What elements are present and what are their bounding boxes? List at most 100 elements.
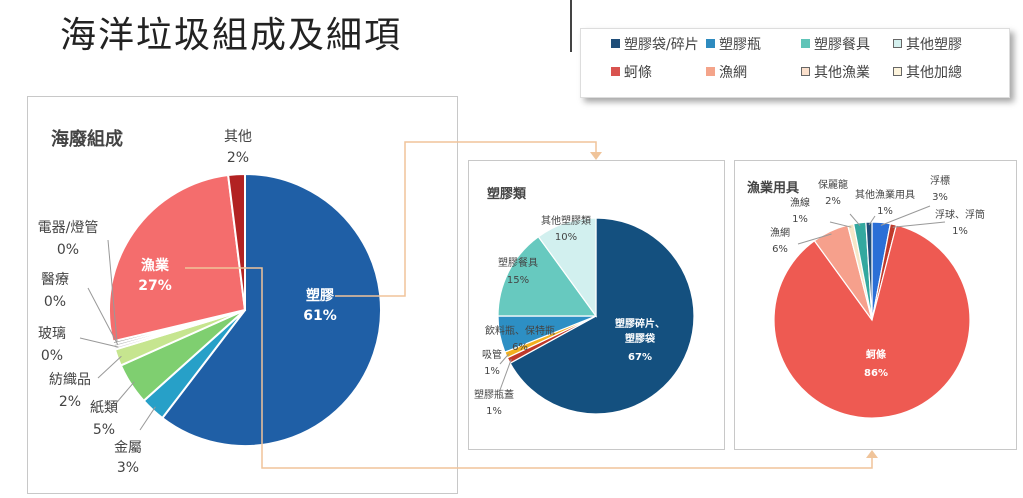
legend-swatch bbox=[706, 39, 715, 48]
slice-name-label: 其他塑膠類 bbox=[541, 214, 591, 227]
leader-line bbox=[892, 221, 946, 228]
slice-name-label: 其他漁業用具 bbox=[855, 188, 915, 201]
slice-name-label: 紡織品 bbox=[49, 372, 91, 388]
legend-swatch bbox=[893, 39, 902, 48]
slice-value-label: 2% bbox=[825, 196, 841, 207]
legend-item: 塑膠瓶 bbox=[706, 37, 761, 53]
slice-value-label: 1% bbox=[792, 214, 808, 225]
pie-slice bbox=[108, 173, 247, 343]
slice-name-label: 塑膠碎片、 bbox=[615, 317, 665, 330]
legend-swatch bbox=[611, 39, 620, 48]
connector-arrow-plastic bbox=[590, 152, 602, 160]
connector-plastic bbox=[335, 141, 597, 297]
slice-name-label: 漁網 bbox=[770, 226, 790, 239]
slice-value-label: 6% bbox=[772, 244, 788, 255]
slice-value-label: 61% bbox=[303, 308, 337, 324]
legend-item: 漁網 bbox=[706, 65, 747, 81]
legend-swatch bbox=[611, 67, 620, 76]
slice-value-label: 3% bbox=[117, 460, 139, 476]
leader-line bbox=[880, 205, 931, 226]
legend-label: 蚵條 bbox=[624, 65, 652, 81]
legend-label: 塑膠餐具 bbox=[814, 37, 870, 53]
slice-value-label: 0% bbox=[57, 242, 79, 258]
leader-line bbox=[797, 233, 832, 245]
chart-title-composition: 海廢組成 bbox=[51, 129, 123, 150]
slice-value-label: 15% bbox=[507, 275, 529, 286]
slice-name-label: 飲料瓶、保特瓶 bbox=[485, 324, 555, 337]
page-title: 海洋垃圾組成及細項 bbox=[60, 15, 403, 56]
pie-slice bbox=[537, 217, 597, 318]
connector-lines bbox=[185, 141, 878, 469]
legend-item: 蚵條 bbox=[611, 65, 652, 81]
slice-value-label: 27% bbox=[138, 278, 172, 294]
slice-value-label: 1% bbox=[952, 226, 968, 237]
pie-composition: 塑膠 61% 金屬 3% 紙類 5% 紡織品 2% 玻璃 0% 醫療 0% 電器/燈管 0% 漁業 27% 其他… bbox=[38, 129, 382, 476]
leader-line bbox=[499, 353, 510, 365]
slice-value-label: 3% bbox=[932, 192, 948, 203]
title-divider bbox=[570, 0, 572, 52]
leader-line bbox=[111, 381, 135, 409]
chart-title-plastic: 塑膠類 bbox=[487, 187, 527, 202]
legend-item: 其他塑膠 bbox=[893, 37, 962, 53]
leader-line bbox=[868, 215, 876, 226]
slice-value-label: 10% bbox=[555, 232, 577, 243]
legend-label: 其他加總 bbox=[906, 65, 962, 81]
slice-value-label: 6% bbox=[512, 342, 528, 353]
slice-name-label: 塑膠袋 bbox=[625, 332, 656, 345]
legend-item: 其他加總 bbox=[893, 65, 962, 81]
slice-name-label: 電器/燈管 bbox=[38, 220, 99, 236]
slice-value-label: 67% bbox=[628, 352, 652, 363]
slice-name-label: 漁業 bbox=[141, 257, 170, 274]
legend-item: 塑膠袋/碎片 bbox=[611, 37, 699, 53]
leader-line bbox=[139, 406, 156, 431]
slice-value-label: 2% bbox=[59, 394, 81, 410]
legend-label: 漁網 bbox=[719, 65, 747, 81]
connector-fishery bbox=[185, 267, 873, 469]
leader-line bbox=[79, 337, 119, 348]
slice-name-label: 玻璃 bbox=[38, 325, 66, 342]
slice-name-label: 保麗龍 bbox=[818, 178, 848, 191]
slice-name-label: 漁線 bbox=[790, 196, 810, 209]
pie-slice bbox=[865, 221, 873, 321]
legend-label: 塑膠袋/碎片 bbox=[624, 37, 699, 53]
legend-swatch bbox=[706, 67, 715, 76]
slice-name-label: 蚵條 bbox=[866, 348, 887, 361]
slice-name-label: 金屬 bbox=[114, 440, 142, 456]
pie-slice bbox=[497, 235, 598, 317]
slice-value-label: 1% bbox=[484, 366, 500, 377]
legend-swatch bbox=[893, 67, 902, 76]
leader-line bbox=[829, 221, 852, 228]
slice-value-label: 0% bbox=[41, 348, 63, 364]
slice-name-label: 醫療 bbox=[41, 271, 69, 288]
legend-item: 塑膠餐具 bbox=[801, 37, 870, 53]
slice-name-label: 吸管 bbox=[482, 348, 502, 361]
legend-item: 其他漁業 bbox=[801, 65, 870, 81]
slice-value-label: 1% bbox=[486, 406, 502, 417]
pie-slice bbox=[509, 217, 695, 415]
chart-legend: 塑膠袋/碎片 塑膠瓶 塑膠餐具 其他塑膠蚵條 漁網 其他漁業 其他加總 bbox=[580, 28, 1010, 98]
pie-plastic: 塑膠碎片、塑膠袋 67% 塑膠瓶蓋 1% 吸管 1% 飲料瓶、保特瓶 6% 塑膠餐具 15% 其他塑… bbox=[474, 214, 695, 417]
leader-line bbox=[107, 239, 118, 342]
pie-slice bbox=[160, 172, 382, 447]
slice-name-label: 塑膠餐具 bbox=[498, 256, 538, 269]
slice-name-label: 紙類 bbox=[90, 400, 118, 416]
slice-name-label: 浮球、浮筒 bbox=[935, 208, 985, 221]
legend-label: 其他塑膠 bbox=[906, 37, 962, 53]
legend-swatch bbox=[801, 67, 810, 76]
connector-arrow-fishery bbox=[866, 450, 878, 458]
pie-slice bbox=[227, 172, 246, 311]
legend-label: 其他漁業 bbox=[814, 65, 870, 81]
legend-label: 塑膠瓶 bbox=[719, 37, 761, 53]
slice-value-label: 1% bbox=[877, 206, 893, 217]
legend-swatch bbox=[801, 39, 810, 48]
slice-name-label: 塑膠 bbox=[306, 287, 334, 304]
leader-line bbox=[849, 213, 861, 227]
slice-value-label: 86% bbox=[864, 368, 888, 379]
slice-value-label: 0% bbox=[44, 294, 66, 310]
slice-name-label: 其他 bbox=[224, 129, 252, 145]
leader-line bbox=[87, 287, 119, 345]
pie-fishery: 浮標 3% 浮球、浮筒 1% 蚵條 86% 漁網 6% 漁線 1% 保麗龍 2% 其他漁業用具 1% bbox=[770, 174, 985, 419]
slice-name-label: 塑膠瓶蓋 bbox=[474, 388, 514, 401]
slice-name-label: 浮標 bbox=[930, 174, 950, 187]
